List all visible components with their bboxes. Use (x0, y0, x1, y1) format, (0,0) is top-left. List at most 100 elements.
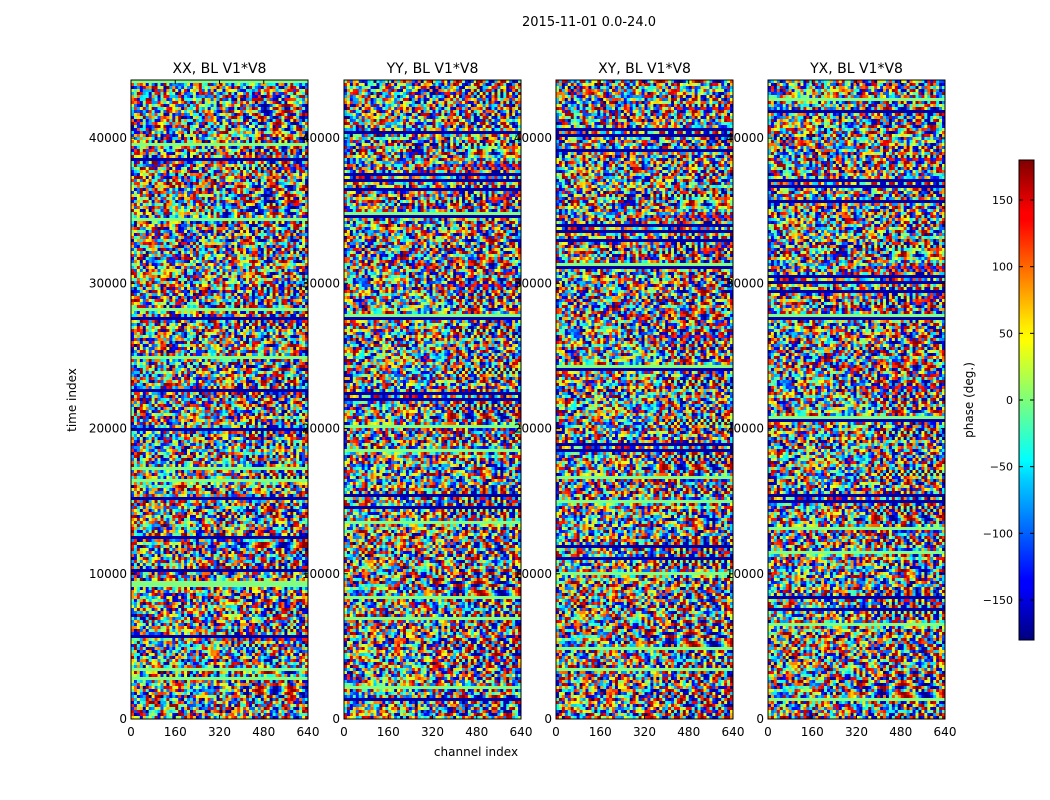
heatmap-cell (284, 131, 287, 134)
heatmap-cell (220, 86, 223, 89)
heatmap-cell (228, 89, 231, 92)
heatmap-cell (178, 83, 181, 86)
heatmap-cell (246, 134, 249, 137)
heatmap-cell (234, 104, 237, 107)
heatmap-cell (302, 119, 305, 122)
heatmap-cell (287, 116, 290, 119)
heatmap-cell (261, 113, 264, 116)
heatmap-cell (202, 101, 205, 104)
heatmap-cell (252, 83, 255, 86)
heatmap-cell (220, 119, 223, 122)
heatmap-cell (302, 104, 305, 107)
heatmap-cell (199, 86, 202, 89)
heatmap-cell (146, 101, 149, 104)
heatmap-cell (193, 107, 196, 110)
heatmap-cell (252, 134, 255, 137)
heatmap-cell (199, 107, 202, 110)
heatmap-cell (152, 98, 155, 101)
heatmap-cell (190, 131, 193, 134)
heatmap-cell (252, 86, 255, 89)
heatmap-cell (134, 134, 137, 137)
heatmap-cell (258, 89, 261, 92)
heatmap-cell (287, 98, 290, 101)
heatmap-cell (166, 92, 169, 95)
heatmap-cell (211, 134, 214, 137)
heatmap-cell (237, 125, 240, 128)
heatmap-cell (158, 101, 161, 104)
heatmap-cell (243, 95, 246, 98)
heatmap-cell (234, 110, 237, 113)
heatmap-cell (178, 110, 181, 113)
heatmap-cell (155, 110, 158, 113)
heatmap-cell (152, 113, 155, 116)
heatmap-cell (252, 89, 255, 92)
heatmap-cell (231, 86, 234, 89)
heatmap-cell (149, 116, 152, 119)
heatmap-cell (137, 134, 140, 137)
heatmap-cell (184, 113, 187, 116)
heatmap-cell (214, 119, 217, 122)
heatmap-cell (296, 95, 299, 98)
heatmap-cell (137, 116, 140, 119)
heatmap-cell (243, 83, 246, 86)
heatmap-cell (258, 107, 261, 110)
heatmap-cell (276, 92, 279, 95)
heatmap-cell (281, 110, 284, 113)
heatmap-cell (140, 110, 143, 113)
heatmap-cell (234, 116, 237, 119)
heatmap-cell (158, 98, 161, 101)
heatmap-cell (273, 107, 276, 110)
heatmap-cell (270, 89, 273, 92)
heatmap-cell (178, 131, 181, 134)
heatmap-cell (202, 86, 205, 89)
heatmap-cell (196, 131, 199, 134)
heatmap-cell (178, 107, 181, 110)
heatmap-cell (284, 128, 287, 131)
heatmap-cell (190, 86, 193, 89)
heatmap-cell (143, 86, 146, 89)
heatmap-cell (299, 110, 302, 113)
heatmap-cell (184, 110, 187, 113)
heatmap-cell (137, 119, 140, 122)
heatmap-cell (193, 128, 196, 131)
heatmap-cell (152, 125, 155, 128)
heatmap-cell (273, 110, 276, 113)
heatmap-cell (187, 131, 190, 134)
heatmap-cell (287, 131, 290, 134)
heatmap-cell (202, 134, 205, 137)
heatmap-cell (172, 131, 175, 134)
heatmap-cell (208, 110, 211, 113)
heatmap-cell (155, 107, 158, 110)
heatmap-cell (149, 98, 152, 101)
heatmap-cell (169, 116, 172, 119)
heatmap-cell (193, 110, 196, 113)
heatmap-cell (196, 86, 199, 89)
heatmap-cell (249, 101, 252, 104)
heatmap-cell (137, 95, 140, 98)
heatmap-cell (246, 116, 249, 119)
heatmap-cell (143, 128, 146, 131)
heatmap-cell (249, 89, 252, 92)
heatmap-cell (267, 95, 270, 98)
heatmap-cell (302, 122, 305, 125)
heatmap-cell (255, 110, 258, 113)
heatmap-cell (228, 122, 231, 125)
heatmap-cell (264, 107, 267, 110)
heatmap-cell (149, 131, 152, 134)
heatmap-cell (146, 86, 149, 89)
heatmap-cell (187, 116, 190, 119)
heatmap-cell (252, 122, 255, 125)
heatmap-cell (276, 125, 279, 128)
heatmap-cell (249, 95, 252, 98)
heatmap-cell (143, 98, 146, 101)
heatmap-cell (231, 119, 234, 122)
heatmap-cell (249, 83, 252, 86)
heatmap-cell (258, 110, 261, 113)
heatmap-cell (134, 86, 137, 89)
heatmap-cell (178, 89, 181, 92)
heatmap-cell (181, 134, 184, 137)
heatmap-cell (155, 95, 158, 98)
heatmap-cell (190, 119, 193, 122)
heatmap-cell (261, 125, 264, 128)
heatmap-cell (205, 101, 208, 104)
